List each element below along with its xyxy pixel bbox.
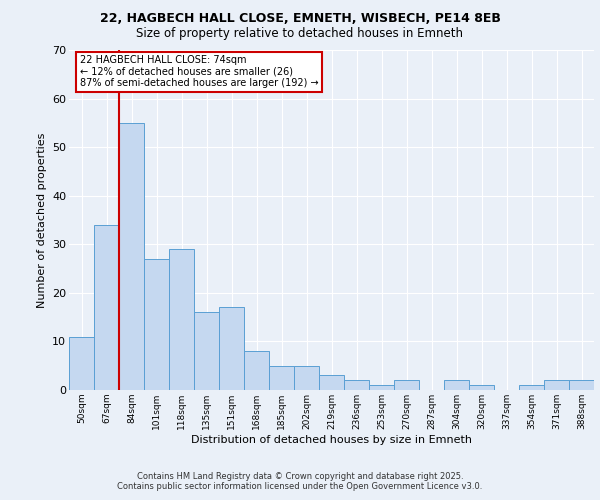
Text: 22 HAGBECH HALL CLOSE: 74sqm
← 12% of detached houses are smaller (26)
87% of se: 22 HAGBECH HALL CLOSE: 74sqm ← 12% of de…: [79, 55, 318, 88]
Bar: [444, 380, 469, 390]
Bar: [544, 380, 569, 390]
Bar: [344, 380, 369, 390]
Bar: [169, 249, 194, 390]
Text: Contains public sector information licensed under the Open Government Licence v3: Contains public sector information licen…: [118, 482, 482, 491]
Bar: [194, 312, 219, 390]
Bar: [519, 385, 544, 390]
Bar: [294, 366, 319, 390]
Bar: [319, 376, 344, 390]
Bar: [569, 380, 594, 390]
Y-axis label: Number of detached properties: Number of detached properties: [37, 132, 47, 308]
Bar: [394, 380, 419, 390]
Bar: [469, 385, 494, 390]
Bar: [94, 225, 119, 390]
Bar: [144, 259, 169, 390]
Bar: [369, 385, 394, 390]
Bar: [269, 366, 294, 390]
Bar: [119, 123, 144, 390]
Bar: [69, 336, 94, 390]
X-axis label: Distribution of detached houses by size in Emneth: Distribution of detached houses by size …: [191, 434, 472, 444]
Bar: [244, 351, 269, 390]
Text: Contains HM Land Registry data © Crown copyright and database right 2025.: Contains HM Land Registry data © Crown c…: [137, 472, 463, 481]
Bar: [219, 308, 244, 390]
Text: Size of property relative to detached houses in Emneth: Size of property relative to detached ho…: [137, 28, 464, 40]
Text: 22, HAGBECH HALL CLOSE, EMNETH, WISBECH, PE14 8EB: 22, HAGBECH HALL CLOSE, EMNETH, WISBECH,…: [100, 12, 500, 26]
